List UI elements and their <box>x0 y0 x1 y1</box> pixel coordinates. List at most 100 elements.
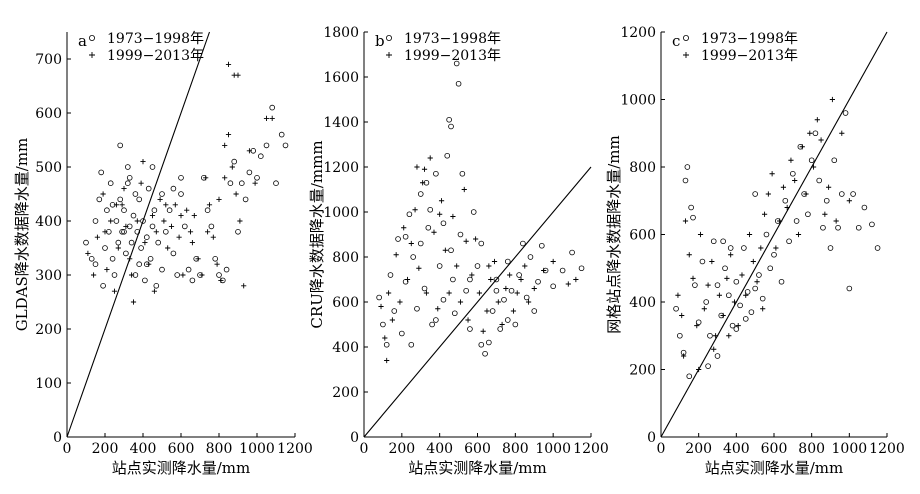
point-1973-1998 <box>467 326 473 332</box>
point-1999-2013 <box>195 256 201 262</box>
point-1999-2013 <box>153 229 159 235</box>
legend-plus-marker <box>386 52 392 58</box>
point-1973-1998 <box>391 308 398 314</box>
point-1999-2013 <box>488 276 494 283</box>
point-1973-1998 <box>132 191 139 197</box>
point-1973-1998 <box>450 276 456 283</box>
point-1999-2013 <box>94 234 100 240</box>
point-1973-1998 <box>387 272 394 278</box>
legend-circle-marker <box>89 35 96 42</box>
point-1999-2013 <box>795 231 802 238</box>
point-1973-1998 <box>489 308 496 314</box>
point-1999-2013 <box>518 276 524 283</box>
point-1999-2013 <box>491 258 498 265</box>
point-1999-2013 <box>777 218 783 224</box>
point-1973-1998 <box>463 287 469 294</box>
y-tick-label: 800 <box>629 160 656 176</box>
point-1973-1998 <box>178 175 184 181</box>
point-1973-1998 <box>406 211 413 218</box>
point-1973-1998 <box>470 209 477 215</box>
point-1973-1998 <box>107 180 114 187</box>
point-1999-2013 <box>225 132 232 138</box>
point-1999-2013 <box>495 299 501 305</box>
point-1973-1998 <box>459 170 466 177</box>
point-1973-1998 <box>273 180 279 187</box>
point-1999-2013 <box>420 180 426 186</box>
point-1999-2013 <box>735 323 741 329</box>
point-1999-2013 <box>469 272 475 278</box>
point-1999-2013 <box>168 223 175 229</box>
point-1973-1998 <box>436 263 443 269</box>
y-tick-label: 300 <box>35 268 62 284</box>
point-1999-2013 <box>760 306 766 312</box>
point-1999-2013 <box>214 261 220 267</box>
panel-letter: b <box>375 32 385 50</box>
point-1973-1998 <box>504 317 511 323</box>
point-1999-2013 <box>123 223 129 229</box>
point-1999-2013 <box>743 292 749 298</box>
point-1999-2013 <box>157 196 163 202</box>
point-1999-2013 <box>218 277 224 283</box>
point-1973-1998 <box>263 142 270 149</box>
point-1999-2013 <box>199 272 205 278</box>
point-1973-1998 <box>278 131 285 138</box>
point-1999-2013 <box>241 283 247 289</box>
point-1973-1998 <box>147 255 154 262</box>
point-1973-1998 <box>763 231 770 238</box>
y-tick-label: 600 <box>35 106 62 122</box>
point-1973-1998 <box>842 110 849 116</box>
point-1973-1998 <box>136 196 143 203</box>
legend-label: 1973−1998年 <box>701 31 798 47</box>
one-to-one-line <box>660 31 888 438</box>
point-1973-1998 <box>121 207 127 214</box>
y-tick-label: 100 <box>35 376 62 392</box>
point-1999-2013 <box>525 299 532 305</box>
point-1973-1998 <box>440 296 447 303</box>
point-1973-1998 <box>559 267 566 274</box>
y-tick-label: 1800 <box>323 25 359 41</box>
point-1973-1998 <box>125 164 131 170</box>
point-1973-1998 <box>531 308 538 314</box>
point-1999-2013 <box>389 317 395 323</box>
point-1999-2013 <box>461 186 467 193</box>
point-1973-1998 <box>725 292 732 299</box>
point-1973-1998 <box>722 265 728 272</box>
point-1973-1998 <box>448 247 454 254</box>
point-1999-2013 <box>127 256 133 262</box>
point-1973-1998 <box>692 282 698 288</box>
point-1973-1998 <box>408 341 415 348</box>
point-1973-1998 <box>838 191 845 197</box>
point-1973-1998 <box>478 240 485 247</box>
point-1999-2013 <box>780 184 787 190</box>
point-1999-2013 <box>129 272 135 278</box>
point-1973-1998 <box>705 363 711 369</box>
point-1973-1998 <box>130 212 137 219</box>
point-1999-2013 <box>446 290 452 296</box>
point-1973-1998 <box>235 229 241 235</box>
x-tick-label: 800 <box>798 441 825 457</box>
point-1973-1998 <box>793 218 800 224</box>
x-tick-label: 600 <box>168 441 195 457</box>
point-1973-1998 <box>861 204 868 211</box>
point-1999-2013 <box>514 290 520 296</box>
point-1973-1998 <box>508 287 515 294</box>
point-1973-1998 <box>149 223 156 230</box>
x-tick-label: 0 <box>63 441 72 457</box>
point-1999-2013 <box>431 229 437 235</box>
point-1999-2013 <box>765 191 771 197</box>
point-1973-1998 <box>145 185 152 192</box>
x-tick-label: 0 <box>360 441 369 457</box>
point-1973-1998 <box>227 180 234 187</box>
point-1999-2013 <box>720 312 726 319</box>
point-1973-1998 <box>92 218 99 224</box>
point-1999-2013 <box>792 177 798 184</box>
point-1973-1998 <box>444 152 451 159</box>
x-tick-label: 1000 <box>535 441 571 457</box>
y-tick-label: 800 <box>332 250 359 266</box>
legend-label: 1973−1998年 <box>404 31 501 47</box>
point-1999-2013 <box>235 72 241 78</box>
point-1999-2013 <box>423 290 430 296</box>
point-1999-2013 <box>100 191 106 197</box>
point-1999-2013 <box>252 180 258 186</box>
point-1973-1998 <box>231 158 238 165</box>
